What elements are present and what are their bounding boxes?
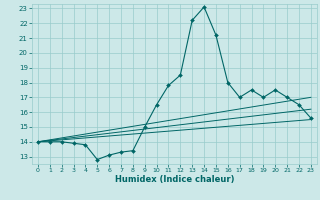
X-axis label: Humidex (Indice chaleur): Humidex (Indice chaleur) xyxy=(115,175,234,184)
